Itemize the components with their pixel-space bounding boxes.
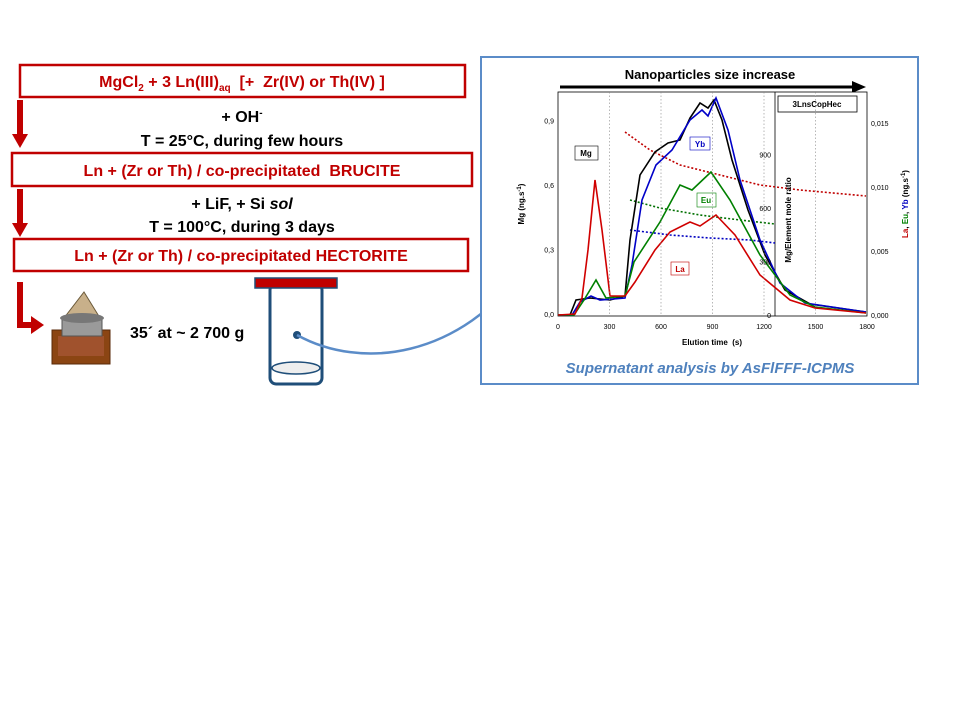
step-box xyxy=(10,151,474,188)
condition: T = 100°C, during 3 days xyxy=(149,219,335,236)
box-text: MgCl2 + 3 Ln(III)aq [+ Zr(IV) or Th(IV) … xyxy=(99,74,385,94)
x-tick-label: 900 xyxy=(707,324,719,331)
text-part: sol xyxy=(270,196,294,213)
right-tick-label: 0,010 xyxy=(871,185,889,192)
x-tick-label: 300 xyxy=(604,324,616,331)
text-part: , xyxy=(901,210,910,214)
ratio-axis-label: Mg/Element mole ratio xyxy=(784,177,793,262)
ratio-tick-label: 900 xyxy=(759,153,771,160)
right-tick-label: 0,000 xyxy=(871,313,889,320)
reagent: + LiF, + Si sol xyxy=(191,196,293,213)
box-text: Ln + (Zr or Th) / co-precipitated BRUCIT… xyxy=(84,163,401,180)
y-axis-label: Mg (ng.s-1) xyxy=(517,183,526,224)
text-part: ) xyxy=(901,170,910,173)
text-part: MgCl xyxy=(99,74,138,91)
curve-labels: Mg Yb Eu La xyxy=(574,136,717,276)
condition: T = 25°C, during few hours xyxy=(141,133,344,150)
box-text: Ln + (Zr or Th) / co-precipitated HECTOR… xyxy=(74,248,408,265)
y-tick-label: 0,9 xyxy=(544,119,554,126)
text-part: Yb xyxy=(901,199,910,209)
x-tick-label: 1500 xyxy=(808,324,824,331)
text-part: [+ Zr(IV) or Th(IV) ] xyxy=(231,74,385,91)
subscript: 2 xyxy=(138,83,144,94)
text-part: + 3 Ln(III) xyxy=(144,74,219,91)
ratio-tick-label: 300 xyxy=(759,260,771,267)
superscript: -1 xyxy=(901,172,907,178)
superscript: - xyxy=(259,108,262,119)
plot: 3LnsCopHec Mg Yb Eu La Mg (ng.s-1) Eluti… xyxy=(517,91,910,347)
flow-arrows xyxy=(12,100,44,334)
tube-icon xyxy=(254,277,338,386)
legend-box xyxy=(777,95,858,113)
ratio-tick-label: 0 xyxy=(767,313,771,320)
text-part: ) xyxy=(517,183,526,186)
text-part: + OH xyxy=(221,109,259,126)
x-tick-label: 1800 xyxy=(859,324,875,331)
curves xyxy=(557,95,867,316)
centrifuge-icon xyxy=(51,291,111,365)
right-tick-label: 0,015 xyxy=(871,121,889,128)
panel-caption: Supernatant analysis by AsFlFFF-ICPMS xyxy=(566,360,855,377)
x-tick-label: 1200 xyxy=(756,324,772,331)
x-tick-label: 0 xyxy=(556,324,560,331)
x-axis-label: Elution time (s) xyxy=(682,338,742,347)
text-part: + LiF, + Si xyxy=(191,196,269,213)
text-part: Mg (ng.s xyxy=(517,191,526,224)
subscript: aq xyxy=(219,83,231,94)
text-part: (ng.s xyxy=(901,178,910,200)
arrow-head xyxy=(852,81,866,93)
text-part: Eu xyxy=(901,214,910,224)
step-box xyxy=(12,237,470,273)
step-box xyxy=(18,63,467,99)
text-part: , xyxy=(901,224,910,228)
curve-label: Eu xyxy=(701,196,711,205)
panel-title: Nanoparticles size increase xyxy=(625,67,796,82)
y-tick-label: 0,0 xyxy=(544,312,554,319)
curve-label: La xyxy=(675,265,685,274)
ratio-tick-label: 600 xyxy=(759,206,771,213)
reagent: + OH- xyxy=(221,108,262,126)
x-tick-label: 600 xyxy=(655,324,667,331)
text-part: La xyxy=(901,228,910,238)
legend-text: 3LnsCopHec xyxy=(793,100,842,109)
curve-label: Mg xyxy=(580,149,592,158)
centrifugation-text: 35´ at ~ 2 700 g xyxy=(130,325,244,342)
right-tick-label: 0,005 xyxy=(871,249,889,256)
y-tick-label: 0,6 xyxy=(544,183,554,190)
curve-label: Yb xyxy=(695,140,705,149)
y-tick-label: 0,3 xyxy=(544,248,554,255)
right-axis-label: La, Eu, Yb (ng.s-1) xyxy=(901,170,910,238)
superscript: -1 xyxy=(517,186,523,192)
